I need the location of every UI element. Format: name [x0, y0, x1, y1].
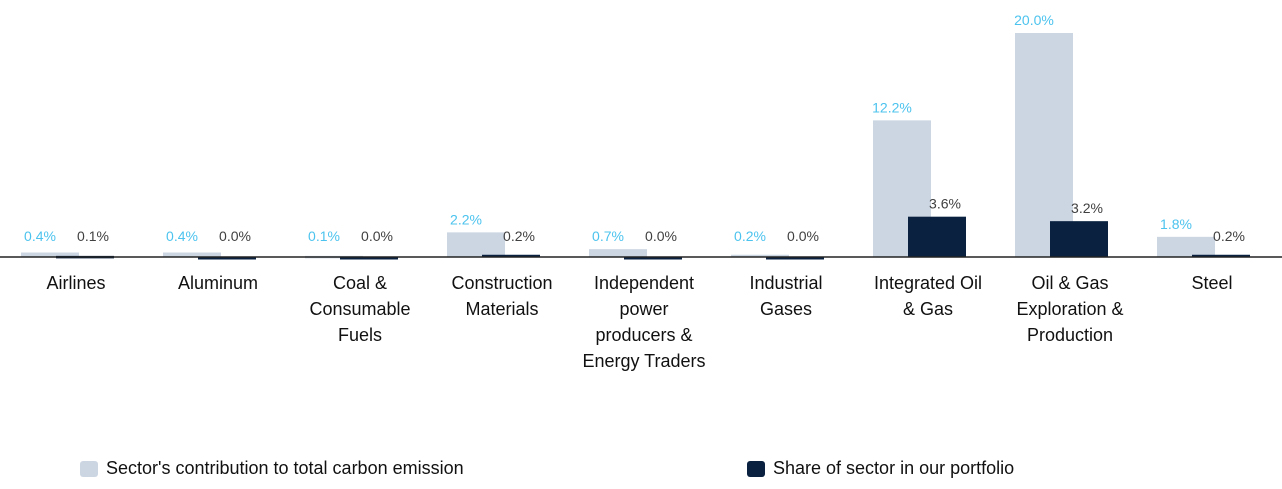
- value-label: 0.0%: [645, 228, 677, 244]
- bar: [340, 257, 398, 260]
- bar: [624, 257, 682, 260]
- value-label: 0.2%: [734, 228, 766, 244]
- x-tick-label: Construction Materials: [451, 273, 553, 319]
- value-label: 0.0%: [361, 228, 393, 244]
- value-label: 0.1%: [77, 228, 109, 244]
- x-tick-label: Steel: [1191, 273, 1233, 293]
- x-tick-label: Oil & Gas Exploration & Production: [1016, 273, 1124, 345]
- value-label: 20.0%: [1014, 12, 1054, 28]
- bar: [482, 254, 540, 258]
- legend-label: Share of sector in our portfolio: [773, 458, 1015, 478]
- x-tick-label: Airlines: [46, 273, 106, 293]
- bar: [1157, 236, 1215, 257]
- bar: [447, 232, 505, 257]
- value-label: 0.2%: [1213, 228, 1245, 244]
- bar: [1050, 221, 1108, 257]
- value-label: 0.1%: [308, 228, 340, 244]
- value-label: 0.4%: [24, 228, 56, 244]
- bar: [1015, 33, 1073, 257]
- x-tick-label: Industrial Gases: [749, 273, 823, 319]
- x-tick-label: Independent power producers & Energy Tra…: [582, 273, 706, 371]
- value-label: 12.2%: [872, 99, 912, 115]
- value-label: 0.0%: [787, 228, 819, 244]
- legend-item: Sector's contribution to total carbon em…: [80, 458, 464, 479]
- value-label: 0.0%: [219, 228, 251, 244]
- x-tick-label: Coal & Consumable Fuels: [309, 273, 411, 345]
- x-tick-label: Aluminum: [177, 273, 259, 293]
- legend-swatch: [80, 460, 98, 477]
- value-label: 0.4%: [166, 228, 198, 244]
- legend-swatch: [747, 460, 765, 477]
- bar: [908, 216, 966, 257]
- value-label: 0.7%: [592, 228, 624, 244]
- bar: [589, 249, 647, 257]
- value-label: 3.2%: [1071, 200, 1103, 216]
- bar: [163, 252, 221, 257]
- x-tick-label: Integrated Oil & Gas: [873, 273, 983, 319]
- bar: [198, 257, 256, 260]
- bar: [766, 257, 824, 260]
- value-label: 2.2%: [450, 211, 482, 227]
- value-label: 1.8%: [1160, 216, 1192, 232]
- legend-item: Share of sector in our portfolio: [747, 458, 1014, 479]
- value-label: 3.6%: [929, 196, 961, 212]
- bar: [1192, 254, 1250, 258]
- bar: [21, 252, 79, 257]
- value-label: 0.2%: [503, 228, 535, 244]
- legend-label: Sector's contribution to total carbon em…: [106, 458, 464, 478]
- bar: [731, 254, 789, 258]
